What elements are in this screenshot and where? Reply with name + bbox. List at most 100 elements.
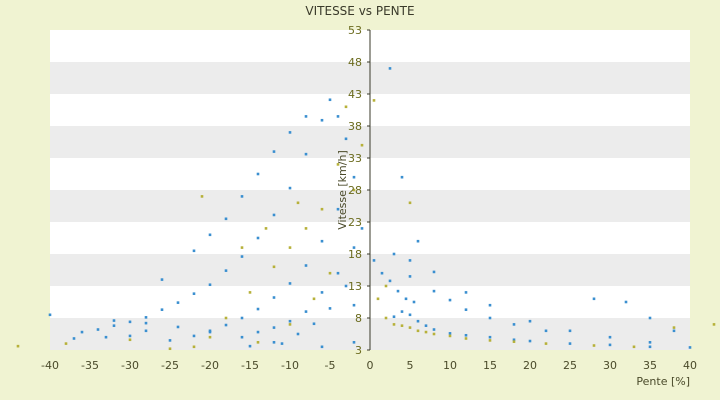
- data-point: [16, 344, 20, 348]
- data-point: [392, 315, 396, 319]
- data-point: [400, 310, 404, 313]
- data-point: [160, 278, 164, 281]
- data-point: [144, 329, 148, 333]
- data-point: [384, 284, 388, 288]
- data-point: [400, 324, 404, 327]
- data-point: [296, 201, 300, 205]
- data-point: [416, 319, 420, 323]
- data-point: [412, 300, 416, 304]
- data-point: [112, 324, 116, 327]
- data-point: [176, 325, 180, 329]
- y-tick-label: 23: [348, 216, 362, 229]
- data-point: [256, 236, 260, 240]
- y-tick-label: 13: [348, 280, 362, 293]
- data-point: [80, 330, 84, 334]
- data-point: [192, 345, 196, 349]
- data-point: [568, 329, 572, 333]
- data-point: [632, 345, 636, 349]
- data-point: [688, 346, 692, 349]
- data-point: [528, 339, 532, 343]
- data-point: [592, 297, 596, 301]
- data-point: [388, 67, 392, 70]
- data-point: [344, 105, 348, 109]
- x-tick-label: 35: [643, 359, 657, 372]
- data-point: [272, 150, 276, 153]
- data-point: [320, 345, 324, 349]
- data-point: [144, 321, 148, 325]
- x-tick-label: 30: [603, 359, 617, 372]
- data-point: [400, 175, 404, 179]
- x-tick-label: -35: [81, 359, 99, 372]
- x-tick-label: -10: [281, 359, 299, 372]
- x-tick-label: 40: [683, 359, 697, 372]
- data-point: [224, 316, 228, 320]
- data-point: [352, 303, 356, 307]
- data-point: [544, 342, 548, 345]
- data-point: [240, 335, 244, 339]
- data-point: [248, 291, 252, 294]
- data-point: [388, 279, 392, 283]
- data-point: [648, 345, 652, 349]
- data-point: [392, 323, 396, 326]
- y-axis-label: Vitesse [km/h]: [336, 150, 349, 230]
- data-point: [256, 307, 260, 311]
- data-point: [272, 326, 276, 329]
- data-point: [256, 330, 260, 334]
- data-point: [96, 328, 100, 331]
- x-tick-label: -30: [121, 359, 139, 372]
- data-point: [432, 328, 436, 331]
- data-point: [280, 342, 284, 345]
- data-point: [432, 332, 436, 336]
- data-point: [192, 292, 196, 295]
- data-point: [352, 188, 356, 192]
- y-tick-label: 43: [348, 88, 362, 101]
- y-tick-label: 48: [348, 56, 362, 69]
- data-point: [488, 335, 492, 339]
- y-tick-label: 3: [355, 344, 362, 357]
- chart-title: VITESSE vs PENTE: [305, 4, 414, 18]
- data-point: [360, 227, 364, 230]
- data-point: [380, 271, 384, 275]
- y-tick-label: 33: [348, 152, 362, 165]
- data-point: [112, 319, 116, 322]
- data-point: [312, 322, 316, 326]
- data-point: [408, 275, 412, 278]
- data-point: [512, 340, 516, 343]
- data-point: [408, 313, 412, 317]
- x-axis-label: Pente [%]: [636, 375, 690, 388]
- data-point: [256, 341, 260, 344]
- data-point: [624, 300, 628, 304]
- data-point: [176, 301, 180, 304]
- x-tick-label: -15: [241, 359, 259, 372]
- data-point: [224, 269, 228, 272]
- data-point: [488, 339, 492, 342]
- data-point: [240, 246, 244, 249]
- data-point: [488, 316, 492, 320]
- data-point: [288, 246, 292, 249]
- data-point: [336, 163, 340, 166]
- data-point: [544, 329, 548, 333]
- data-point: [352, 341, 356, 344]
- data-point: [360, 143, 364, 147]
- data-point: [256, 172, 260, 176]
- data-point: [272, 296, 276, 299]
- y-tick-label: 38: [348, 120, 362, 133]
- x-tick-label: -20: [201, 359, 219, 372]
- data-point: [404, 297, 408, 301]
- data-point: [448, 298, 452, 302]
- x-tick-label: 10: [443, 359, 457, 372]
- data-points: [16, 67, 716, 351]
- data-point: [648, 316, 652, 320]
- data-point: [272, 265, 276, 269]
- data-point: [72, 337, 76, 340]
- data-point: [344, 284, 348, 288]
- y-tick-label: 28: [348, 184, 362, 197]
- data-point: [344, 137, 348, 141]
- data-point: [352, 246, 356, 249]
- data-point: [512, 323, 516, 326]
- data-point: [512, 338, 516, 342]
- data-point: [464, 333, 468, 337]
- data-point: [160, 308, 164, 311]
- y-tick-label: 53: [348, 24, 362, 37]
- data-point: [304, 152, 308, 156]
